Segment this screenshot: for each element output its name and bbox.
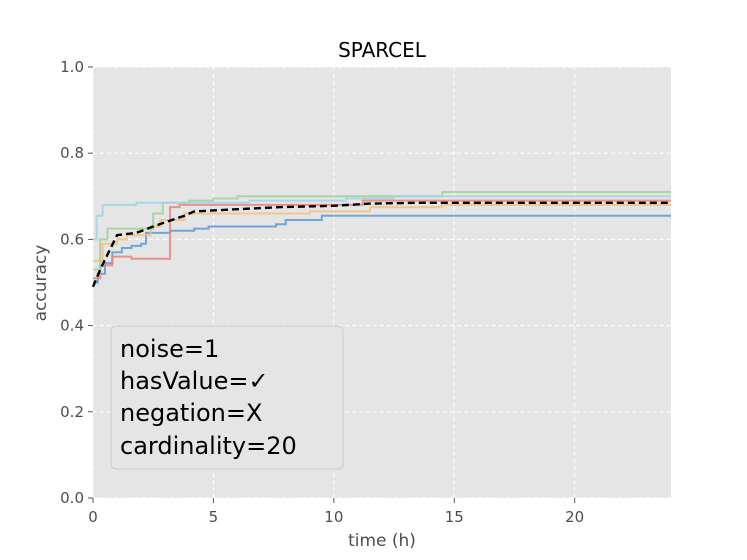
run-line-1: [93, 214, 671, 284]
x-tick-label: 10: [324, 508, 343, 526]
y-tick-label: 0.6: [60, 230, 84, 248]
y-tick-label: 0.8: [60, 144, 84, 162]
axes: 0 5 10 15 20 0.0 0.2 0.4 0.6 0.8 1.0: [60, 58, 584, 526]
y-tick-label: 0.4: [60, 317, 84, 335]
annotation-box: noise=1 hasValue=✓ negation=X cardinalit…: [110, 325, 344, 470]
x-tick-label: 5: [209, 508, 219, 526]
x-tick-label: 15: [445, 508, 464, 526]
y-tick-label: 0.0: [60, 489, 84, 507]
chart-title: SPARCEL: [338, 38, 427, 62]
mean-line: [91, 201, 671, 288]
x-axis-label: time (h): [348, 531, 416, 551]
x-tick-label: 0: [88, 508, 98, 526]
y-axis-label: accuracy: [31, 245, 51, 322]
annotation-line-hasvalue: hasValue=✓: [120, 367, 269, 395]
annotation-line-noise: noise=1: [120, 335, 219, 363]
x-tick-label: 20: [565, 508, 584, 526]
run-line-5: [93, 195, 671, 241]
annotation-box-frame: [110, 325, 344, 470]
y-tick-label: 1.0: [60, 58, 84, 76]
annotation-line-negation: negation=X: [120, 399, 262, 427]
series-layer: [91, 191, 671, 288]
annotation-line-cardinality: cardinality=20: [120, 432, 297, 460]
y-tick-label: 0.2: [60, 403, 84, 421]
